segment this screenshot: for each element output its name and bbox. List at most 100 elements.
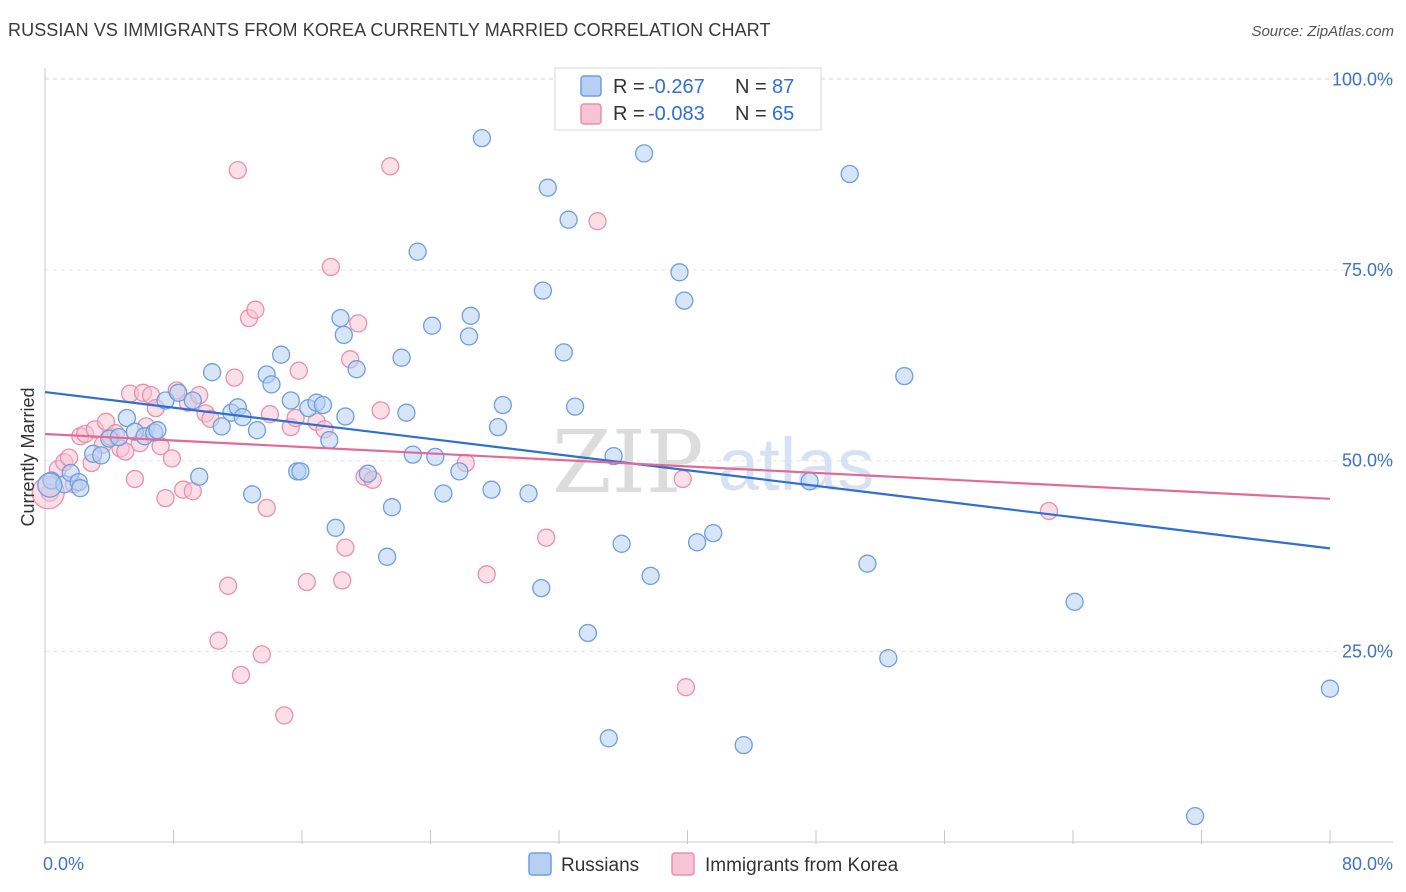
russians-point (392, 348, 411, 367)
axes (44, 68, 1393, 844)
legend-n-value-russians: 87 (772, 76, 794, 98)
series-legend: Russians Immigrants from Korea (528, 852, 899, 876)
bottom-legend-swatch-russians (528, 852, 552, 876)
y-tick-labels: 25.0% 50.0% 75.0% 100.0% (1332, 69, 1393, 661)
russians-point (488, 417, 508, 437)
russians-point (612, 534, 631, 553)
russians-point-cluster (37, 472, 63, 498)
korea-point (381, 157, 400, 176)
russians-point (538, 178, 557, 197)
watermark-atlas: atlas (718, 423, 874, 506)
russians-point (461, 306, 480, 325)
russians-point (169, 383, 188, 402)
korea-point (252, 645, 271, 664)
x-tick-label-max: 80.0% (1342, 854, 1393, 874)
korea-point (257, 498, 276, 518)
korea-point (275, 706, 294, 725)
russians-point (1185, 806, 1205, 826)
russians-point (533, 281, 553, 300)
korea-point (371, 401, 390, 420)
russians-point (519, 484, 538, 503)
russians-point (493, 395, 512, 415)
grid-lines (45, 77, 1393, 652)
russians-point (281, 391, 300, 410)
korea-point (333, 571, 352, 590)
russians-point (382, 498, 402, 517)
korea-point (1039, 501, 1059, 521)
korea-point (162, 449, 182, 468)
y-tick-label: 25.0% (1342, 641, 1393, 661)
russians-point (559, 210, 578, 229)
korea-point (673, 469, 692, 489)
russians-point (565, 397, 585, 416)
russians-point (291, 462, 310, 481)
legend-n-value-korea: 65 (772, 103, 794, 125)
russians-point (336, 407, 355, 426)
legend-swatch-russians (580, 75, 602, 97)
korea-point (246, 300, 265, 319)
russians-point (858, 554, 877, 573)
russians-point (397, 403, 416, 422)
y-tick-label: 50.0% (1342, 451, 1393, 471)
korea-point (297, 572, 316, 592)
russians-point (190, 467, 209, 486)
russians-point (578, 623, 598, 643)
russians-point (403, 445, 422, 464)
russians-point (377, 547, 397, 566)
korea-point (336, 538, 355, 557)
chart-title: RUSSIAN VS IMMIGRANTS FROM KOREA CURRENT… (8, 20, 771, 40)
russians-point (1320, 679, 1340, 698)
russians-point (670, 263, 689, 282)
russians-point (675, 291, 694, 310)
russians-point (331, 308, 350, 328)
russians-point (183, 391, 202, 410)
y-axis-title: Currently Married (18, 387, 38, 526)
russians-point (840, 164, 859, 184)
legend-n-label: N = (735, 103, 767, 125)
legend-r-label: R = (613, 76, 645, 98)
russians-point (320, 430, 339, 450)
korea-point (289, 361, 308, 380)
russians-point (634, 144, 654, 163)
legend-r-value-russians: -0.267 (648, 76, 705, 98)
korea-point (349, 314, 368, 333)
russians-point (408, 242, 427, 261)
korea-point (59, 448, 79, 467)
korea-point (321, 257, 341, 277)
russians-point (434, 484, 453, 503)
korea-point (588, 212, 607, 231)
russians-point (641, 566, 660, 586)
source-label: Source: ZipAtlas.com (1251, 23, 1394, 40)
russians-point (92, 446, 111, 465)
russians-point (358, 464, 378, 483)
russians-point (148, 421, 167, 440)
russians-point (599, 729, 618, 748)
russians-point (422, 316, 442, 335)
korea-point (477, 565, 496, 584)
russians-point (1065, 592, 1084, 611)
russians-point (326, 518, 345, 537)
korea-point (537, 528, 556, 547)
russians-point (202, 363, 222, 382)
legend-r-label: R = (613, 103, 645, 125)
y-tick-label: 100.0% (1332, 69, 1393, 89)
russians-point (482, 480, 501, 499)
korea-point (676, 678, 696, 697)
trend-lines (44, 390, 1331, 550)
bottom-legend-label-korea: Immigrants from Korea (705, 855, 899, 876)
x-tick-label-min: 0.0% (43, 854, 84, 874)
korea-trend-line (44, 432, 1331, 500)
x-tick-labels: 0.0% 80.0% (43, 854, 1393, 874)
russians-point (347, 360, 366, 379)
russians-point (687, 533, 707, 552)
series-russians-points (37, 128, 1340, 826)
russians-point (243, 485, 262, 504)
russians-point (800, 472, 819, 491)
russians-point (532, 578, 551, 598)
russians-point (704, 523, 723, 543)
russians-trend-line (44, 390, 1331, 550)
korea-point (225, 368, 244, 387)
korea-point (231, 665, 251, 685)
russians-point (554, 343, 573, 362)
